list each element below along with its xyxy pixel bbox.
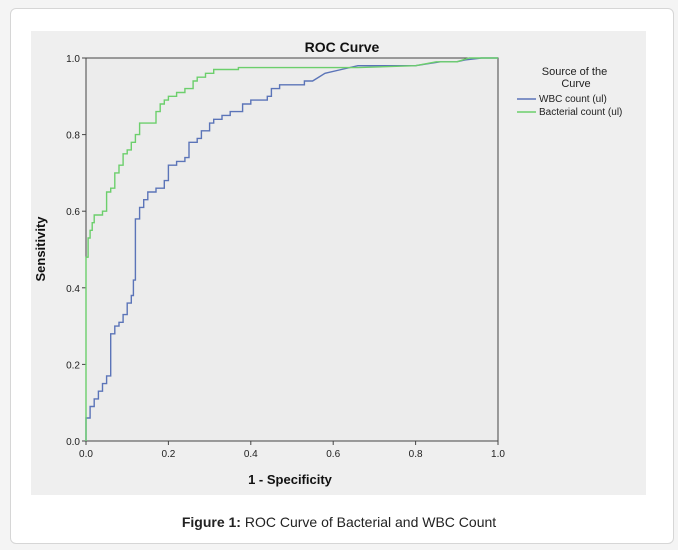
y-tick-label: 0.8 [66, 131, 80, 142]
series-line-bacterial [85, 57, 498, 441]
y-tick-label: 0.2 [66, 360, 80, 371]
y-tick-label: 1.0 [66, 54, 80, 65]
chart-title: ROC Curve [305, 39, 380, 55]
y-tick-label: 0.0 [66, 437, 80, 448]
legend-entry-label: Bacterial count (ul) [539, 107, 622, 118]
x-tick-label: 0.8 [409, 449, 423, 460]
figure-caption-label: Figure 1: [181, 514, 241, 530]
y-tick-label: 0.6 [66, 207, 80, 218]
plot-frame [85, 57, 499, 442]
x-tick-label: 0.6 [326, 449, 340, 460]
x-tick-label: 0.0 [79, 449, 93, 460]
roc-chart: ROC Curve 0.0 0.2 0.4 0.6 0.8 1.0 0.0 0.2 0.4 0.6… [33, 39, 622, 487]
legend: Source of the Curve WBC count (ul) Bacter… [517, 66, 622, 118]
x-tick-label: 0.4 [244, 449, 258, 460]
y-axis-label: Sensitivity [33, 216, 48, 282]
y-tick-label: 0.4 [66, 284, 80, 295]
x-tick-label: 1.0 [491, 449, 505, 460]
plot-area: 0.0 0.2 0.4 0.6 0.8 1.0 0.0 0.2 0.4 0.6 0.8 1.0 [66, 54, 505, 460]
legend-entry-label: WBC count (ul) [539, 94, 607, 105]
figure-caption-text: ROC Curve of Bacterial and WBC Count [240, 514, 497, 530]
figure-caption: Figure 1: ROC Curve of Bacterial and WBC… [0, 514, 678, 530]
x-axis-label: 1 - Specificity [248, 472, 333, 487]
series-line-wbc [85, 57, 498, 441]
legend-title: Source of the Curve [542, 66, 611, 90]
x-tick-label: 0.2 [161, 449, 175, 460]
